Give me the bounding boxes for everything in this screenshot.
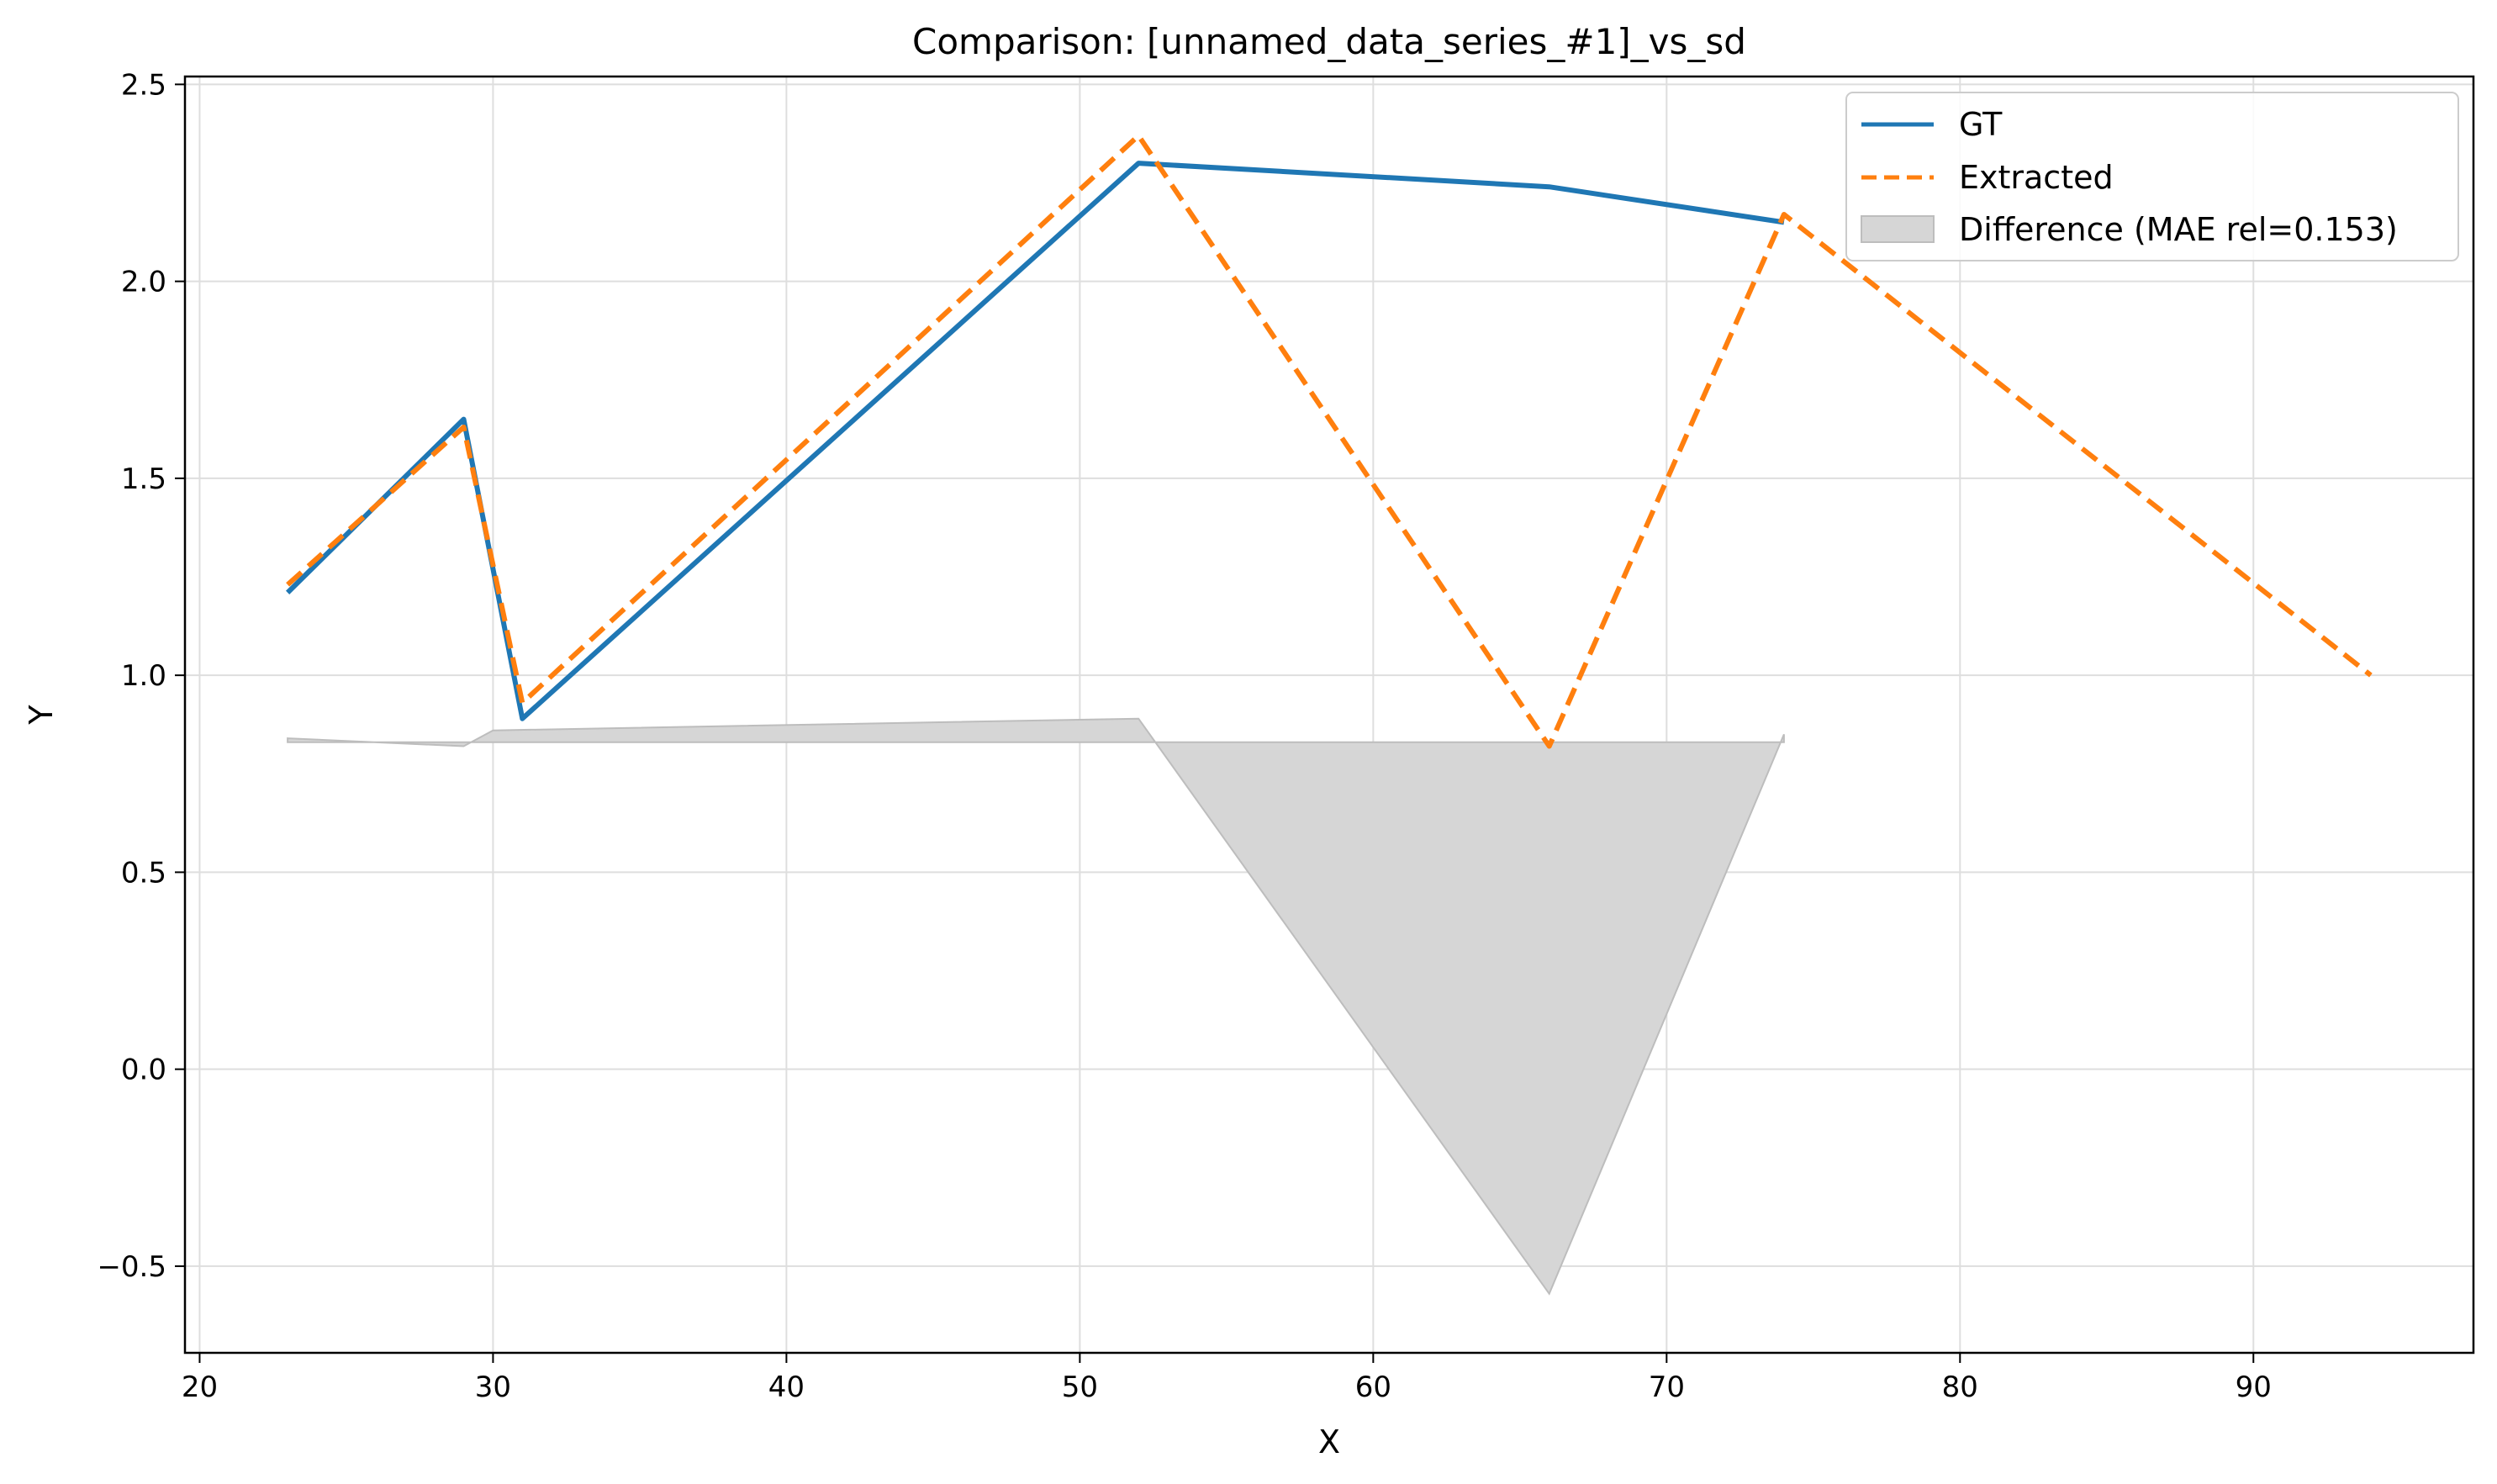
y-tick-label: 1.5 (121, 462, 166, 496)
y-tick-label: 0.5 (121, 856, 166, 890)
x-tick-label: 80 (1942, 1370, 1978, 1404)
series-line-extracted (286, 133, 2373, 749)
axis-ticks: 20 30 40 50 60 70 80 90 −0.5 0.0 0.5 1.0 1.5 2.0 2.5 (97, 68, 2271, 1404)
y-tick-label: 0.0 (121, 1054, 166, 1087)
legend-difference-label: Difference (MAE rel=0.153) (1959, 211, 2398, 248)
y-tick-label: 2.0 (121, 266, 166, 299)
legend-difference-swatch (1861, 215, 1935, 243)
series-lines-layer (285, 133, 2373, 749)
x-tick-label: 60 (1355, 1370, 1391, 1404)
y-tick-label: −0.5 (97, 1250, 166, 1284)
x-tick-label: 50 (1062, 1370, 1098, 1404)
x-tick-label: 70 (1649, 1370, 1685, 1404)
y-axis-label: Y (23, 705, 60, 726)
y-tick-label: 1.0 (121, 659, 166, 693)
difference-area-layer (287, 717, 1785, 1296)
legend-extracted-label: Extracted (1959, 159, 2114, 196)
x-tick-label: 20 (182, 1370, 218, 1404)
y-tick-label: 2.5 (121, 68, 166, 102)
series-line-gt (285, 161, 1785, 721)
x-tick-label: 90 (2236, 1370, 2272, 1404)
x-tick-label: 30 (475, 1370, 511, 1404)
legend-gt-label: GT (1959, 106, 2003, 143)
x-tick-label: 40 (768, 1370, 805, 1404)
x-axis-label: X (1318, 1423, 1340, 1460)
plot-frame (183, 75, 2475, 1355)
legend-box (1845, 92, 2459, 261)
difference-area (287, 717, 1785, 1296)
legend: GT Extracted Difference (MAE rel=0.153) (1845, 92, 2459, 261)
chart-title: Comparison: [unnamed_data_series_#1]_vs_… (912, 21, 1746, 62)
